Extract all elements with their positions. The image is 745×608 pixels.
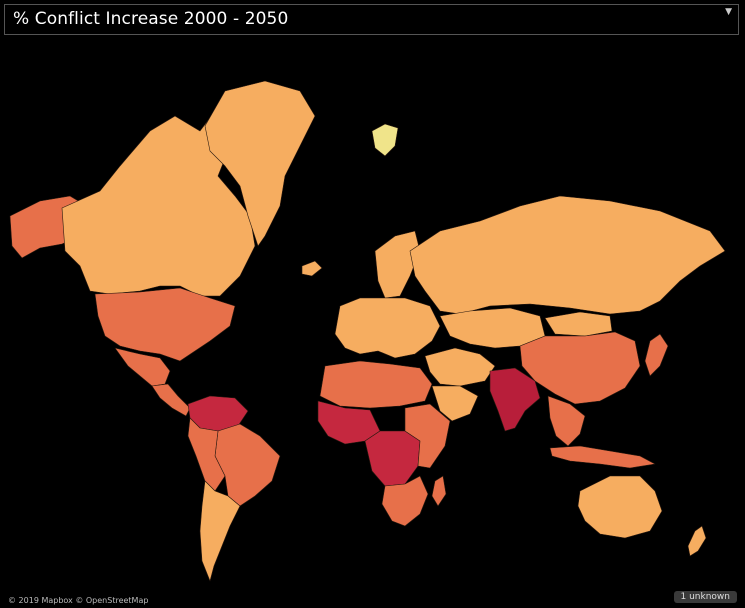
region-central-africa[interactable] bbox=[364, 430, 421, 487]
region-scandinavia[interactable] bbox=[374, 230, 421, 299]
region-japan[interactable] bbox=[644, 333, 669, 377]
region-andean[interactable] bbox=[187, 417, 226, 492]
region-greenland[interactable] bbox=[204, 80, 316, 247]
map-attribution[interactable]: © 2019 Mapbox © OpenStreetMap bbox=[8, 596, 149, 605]
region-brazil[interactable] bbox=[214, 423, 281, 507]
dropdown-caret-icon[interactable]: ▼ bbox=[725, 7, 732, 17]
region-middle-east[interactable] bbox=[424, 347, 496, 387]
region-russia[interactable] bbox=[409, 195, 726, 315]
world-map[interactable] bbox=[0, 36, 745, 596]
region-new-zealand[interactable] bbox=[687, 525, 707, 557]
region-north-africa[interactable] bbox=[319, 360, 433, 409]
region-iceland[interactable] bbox=[301, 260, 323, 277]
title-bar: % Conflict Increase 2000 - 2050 ▼ bbox=[4, 4, 739, 35]
region-madagascar[interactable] bbox=[431, 475, 447, 507]
region-mongolia[interactable] bbox=[544, 311, 613, 337]
region-southeast-asia[interactable] bbox=[547, 395, 586, 447]
region-svalbard[interactable] bbox=[371, 123, 399, 157]
region-east-africa[interactable] bbox=[404, 403, 451, 469]
region-southern-cone[interactable] bbox=[199, 480, 241, 582]
region-arabian-peninsula[interactable] bbox=[431, 385, 479, 422]
region-australia[interactable] bbox=[577, 475, 663, 539]
region-india[interactable] bbox=[489, 367, 541, 432]
region-europe[interactable] bbox=[334, 297, 441, 359]
region-mexico[interactable] bbox=[114, 347, 171, 387]
unknown-values-badge[interactable]: 1 unknown bbox=[673, 591, 737, 603]
region-united-states[interactable] bbox=[94, 287, 236, 362]
region-central-america[interactable] bbox=[151, 383, 191, 417]
region-indonesia[interactable] bbox=[549, 445, 656, 469]
region-southern-africa[interactable] bbox=[381, 475, 429, 527]
map-title: % Conflict Increase 2000 - 2050 bbox=[13, 9, 289, 29]
